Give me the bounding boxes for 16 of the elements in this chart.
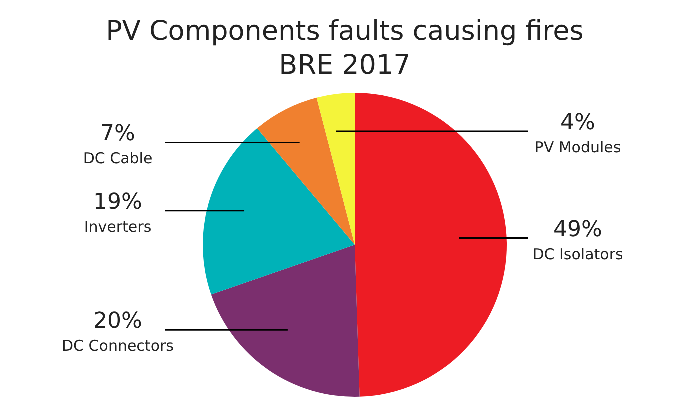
pie-slice <box>211 245 360 397</box>
data-label: 49% <box>554 217 602 242</box>
slice-label: DC Cable <box>83 150 153 168</box>
data-label: 4% <box>560 110 596 136</box>
pie-slice <box>257 98 355 245</box>
data-label: 7% <box>100 122 136 147</box>
slice-label: DC Connectors <box>62 337 174 356</box>
slice-label: DC Isolators <box>532 245 624 264</box>
data-label: 20% <box>94 309 142 334</box>
slice-label: PV Modules <box>534 138 622 156</box>
chart-title: PV Components faults causing fires BRE 2017 <box>106 16 584 81</box>
slice-label: Inverters <box>84 218 152 236</box>
pie-slice <box>316 93 355 245</box>
pie-slice <box>203 128 355 295</box>
data-label: 19% <box>94 190 142 215</box>
pie-slice <box>355 93 507 397</box>
